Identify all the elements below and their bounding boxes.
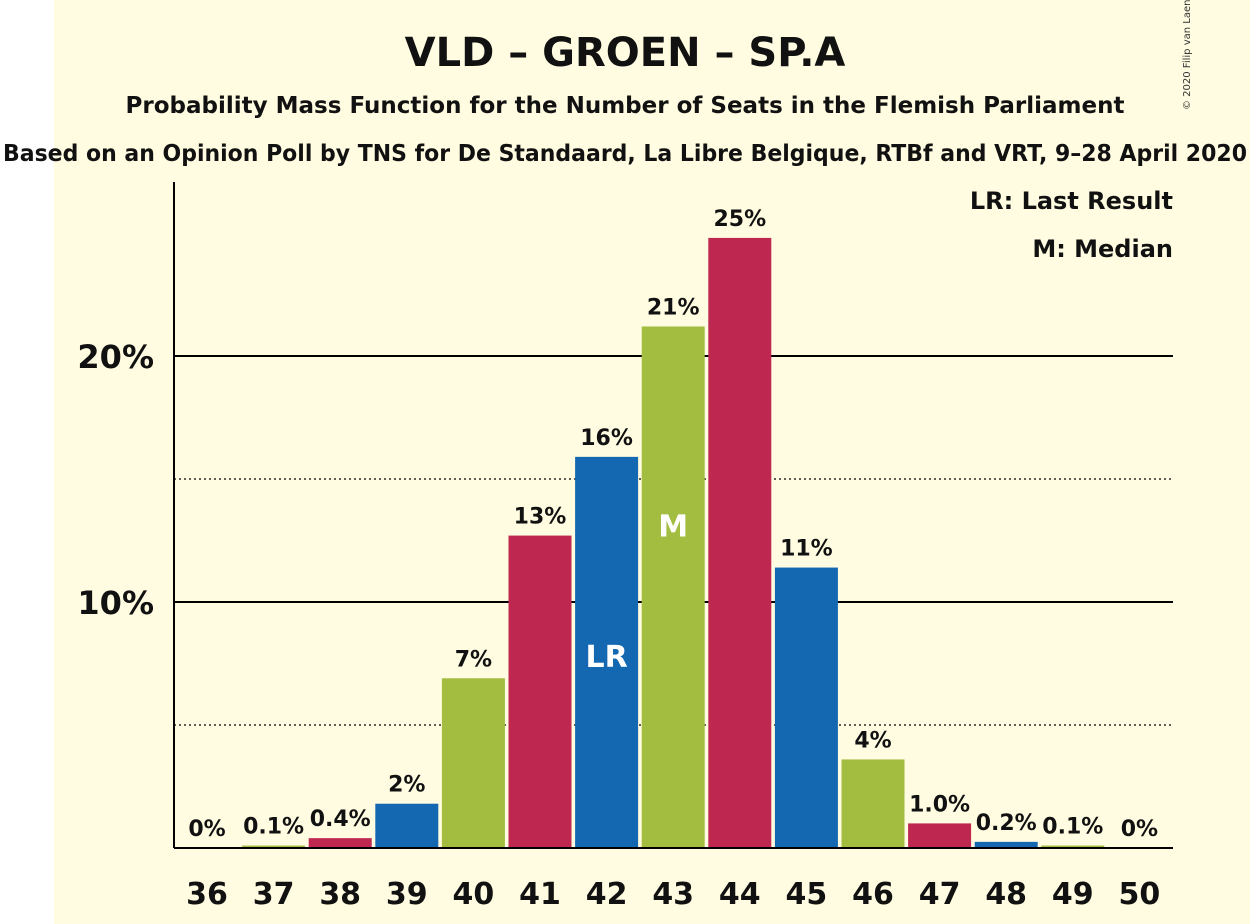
data-labels: 0% 0.1% 0.4%2%7%13%16%LR21%M25%11%4%1.0%0.… — [188, 207, 1158, 842]
bar-40 — [441, 678, 505, 848]
x-tick-label-50: 50 — [1119, 877, 1161, 912]
x-tick-label-44: 44 — [719, 877, 761, 912]
data-label-36: 0% — [188, 817, 225, 842]
y-tick-label: 20% — [77, 338, 154, 376]
bar-49 — [1041, 845, 1105, 848]
copyright-text: © 2020 Filip van Laenen — [1182, 0, 1193, 110]
y-tick-label: 10% — [77, 584, 154, 622]
data-label-46: 4% — [854, 728, 891, 753]
x-tick-label-38: 38 — [319, 877, 361, 912]
data-label-39: 2% — [388, 773, 425, 798]
chart-title: VLD – GROEN – SP.A — [405, 30, 846, 76]
data-label-42: 16% — [580, 426, 633, 451]
bar-44 — [708, 237, 772, 849]
x-tick-label-36: 36 — [186, 877, 228, 912]
data-label-47: 1.0% — [909, 792, 970, 817]
x-tick-label-40: 40 — [453, 877, 495, 912]
bar-37 — [242, 845, 306, 848]
data-label-50: 0% — [1121, 817, 1158, 842]
x-tick-label-47: 47 — [919, 877, 961, 912]
data-label-44: 25% — [713, 207, 766, 232]
bar-46 — [841, 759, 905, 848]
data-label-48: 0.2% — [976, 811, 1037, 836]
bar-42 — [575, 456, 639, 848]
bar-48 — [974, 841, 1038, 848]
x-axis-ticks: 36 37 38 39 40 41 42 43 44 45 46 47 48 49 50 — [186, 877, 1160, 912]
x-tick-label-42: 42 — [586, 877, 628, 912]
data-label-38: 0.4% — [310, 807, 371, 832]
x-tick-label-48: 48 — [985, 877, 1027, 912]
bar-43 — [641, 326, 705, 849]
data-label-43: 21% — [647, 295, 700, 320]
legend-entry-last-result: LR: Last Result — [970, 187, 1173, 215]
bar-38 — [308, 838, 372, 848]
y-axis-ticks: 10% 20% — [77, 338, 154, 622]
x-tick-label-49: 49 — [1052, 877, 1094, 912]
bars — [242, 237, 1105, 849]
x-tick-label-41: 41 — [519, 877, 561, 912]
data-label-49: 0.1% — [1042, 815, 1103, 840]
x-tick-label-46: 46 — [852, 877, 894, 912]
chart-source: Based on an Opinion Poll by TNS for De S… — [3, 141, 1247, 167]
x-tick-label-39: 39 — [386, 877, 428, 912]
legend-entry-median: M: Median — [1032, 235, 1173, 263]
data-label-41: 13% — [514, 505, 567, 530]
bar-47 — [908, 823, 972, 848]
bar-marker-m: M — [658, 509, 688, 544]
bar-45 — [774, 567, 838, 848]
x-tick-label-37: 37 — [253, 877, 295, 912]
data-label-45: 11% — [780, 537, 833, 562]
bar-39 — [375, 803, 439, 848]
chart-subtitle: Probability Mass Function for the Number… — [126, 93, 1125, 119]
x-tick-label-45: 45 — [786, 877, 828, 912]
legend: LR: Last Result M: Median — [970, 187, 1173, 263]
data-label-37: 0.1% — [243, 815, 304, 840]
x-tick-label-43: 43 — [652, 877, 694, 912]
data-label-40: 7% — [455, 647, 492, 672]
bar-marker-lr: LR — [585, 640, 627, 675]
bar-41 — [508, 535, 572, 848]
